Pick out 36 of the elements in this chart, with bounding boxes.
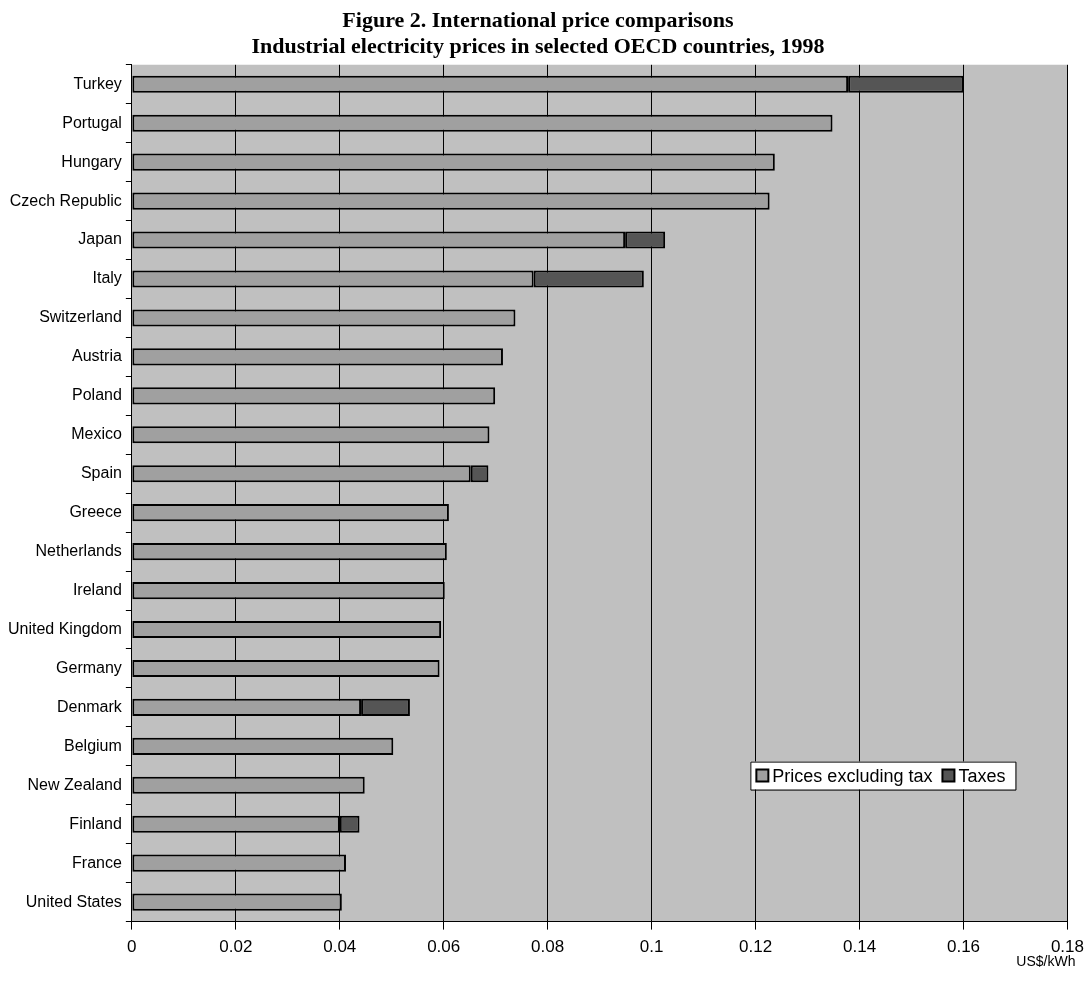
y-tick-label: Finland xyxy=(69,814,122,832)
y-tick-label: Belgium xyxy=(64,736,122,754)
y-tick-label: Netherlands xyxy=(35,542,122,560)
y-tick-label: United Kingdom xyxy=(8,619,122,637)
y-tick-label: Greece xyxy=(69,503,122,521)
y-tick-label: Austria xyxy=(72,347,122,365)
y-tick-label: Denmark xyxy=(56,697,123,715)
x-tick-label: 0.14 xyxy=(843,937,877,957)
x-tick-label: 0 xyxy=(127,937,137,957)
y-tick-label: Switzerland xyxy=(39,308,122,326)
x-tick-label: 0.02 xyxy=(219,937,253,957)
x-tick-label: 0.08 xyxy=(531,937,565,957)
y-tick-label: New Zealand xyxy=(27,775,122,793)
y-tick-label: Italy xyxy=(92,269,122,287)
y-tick-label: Portugal xyxy=(62,113,122,131)
x-tick-label: 0.12 xyxy=(739,937,773,957)
y-tick-label: Spain xyxy=(80,464,122,482)
chart-title: Figure 2. International price comparisons xyxy=(342,6,735,32)
x-tick-label: 0.1 xyxy=(639,937,664,957)
x-tick-label: 0.06 xyxy=(427,937,461,957)
x-axis-title: US$/kWh xyxy=(1016,953,1076,970)
x-tick-label: 0.16 xyxy=(946,937,981,957)
y-tick-label: Hungary xyxy=(61,152,122,170)
y-tick-label: Mexico xyxy=(71,425,122,443)
y-tick-label: United States xyxy=(25,892,122,910)
y-tick-label: France xyxy=(72,853,122,871)
y-tick-label: Ireland xyxy=(72,580,122,598)
chart-subtitle: Industrial electricity prices in selected OECD countries, 1998 xyxy=(251,33,825,59)
y-tick-label: Turkey xyxy=(73,74,122,92)
legend-label: Taxes xyxy=(958,765,1006,786)
x-tick-label: 0.04 xyxy=(323,937,357,957)
legend-label: Prices excluding tax xyxy=(772,765,933,786)
y-tick-label: Czech Republic xyxy=(9,191,122,209)
y-tick-label: Poland xyxy=(72,386,122,404)
y-tick-label: Germany xyxy=(56,658,122,676)
y-tick-label: Japan xyxy=(78,230,122,248)
